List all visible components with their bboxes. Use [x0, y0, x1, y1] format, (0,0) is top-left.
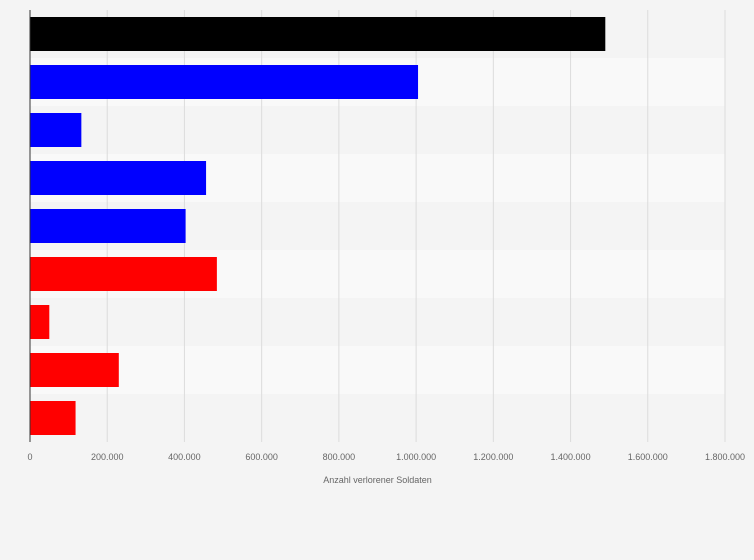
x-tick-label: 800.000 — [323, 452, 356, 462]
bars — [30, 17, 606, 435]
bar[interactable] — [30, 257, 217, 291]
x-tick-label: 600.000 — [245, 452, 278, 462]
x-tick-label: 1.000.000 — [396, 452, 436, 462]
x-axis-tick-labels: 0 200.000 400.000 600.000 800.000 1.000.000 1.… — [27, 452, 745, 462]
row-band — [30, 106, 725, 154]
bar[interactable] — [30, 305, 50, 339]
bar[interactable] — [30, 113, 82, 147]
row-band — [30, 346, 725, 394]
x-tick-label: 1.800.000 — [705, 452, 745, 462]
x-tick-label: 1.200.000 — [473, 452, 513, 462]
x-axis-title: Anzahl verlorener Soldaten — [323, 475, 432, 485]
bar[interactable] — [30, 17, 606, 51]
bar[interactable] — [30, 353, 119, 387]
x-tick-label: 400.000 — [168, 452, 201, 462]
x-tick-label: 1.600.000 — [628, 452, 668, 462]
bar[interactable] — [30, 65, 419, 99]
bar[interactable] — [30, 161, 207, 195]
bar[interactable] — [30, 401, 76, 435]
x-tick-label: 200.000 — [91, 452, 124, 462]
bar[interactable] — [30, 209, 186, 243]
row-band — [30, 394, 725, 442]
x-tick-label: 1.400.000 — [551, 452, 591, 462]
row-band — [30, 298, 725, 346]
x-tick-label: 0 — [27, 452, 32, 462]
